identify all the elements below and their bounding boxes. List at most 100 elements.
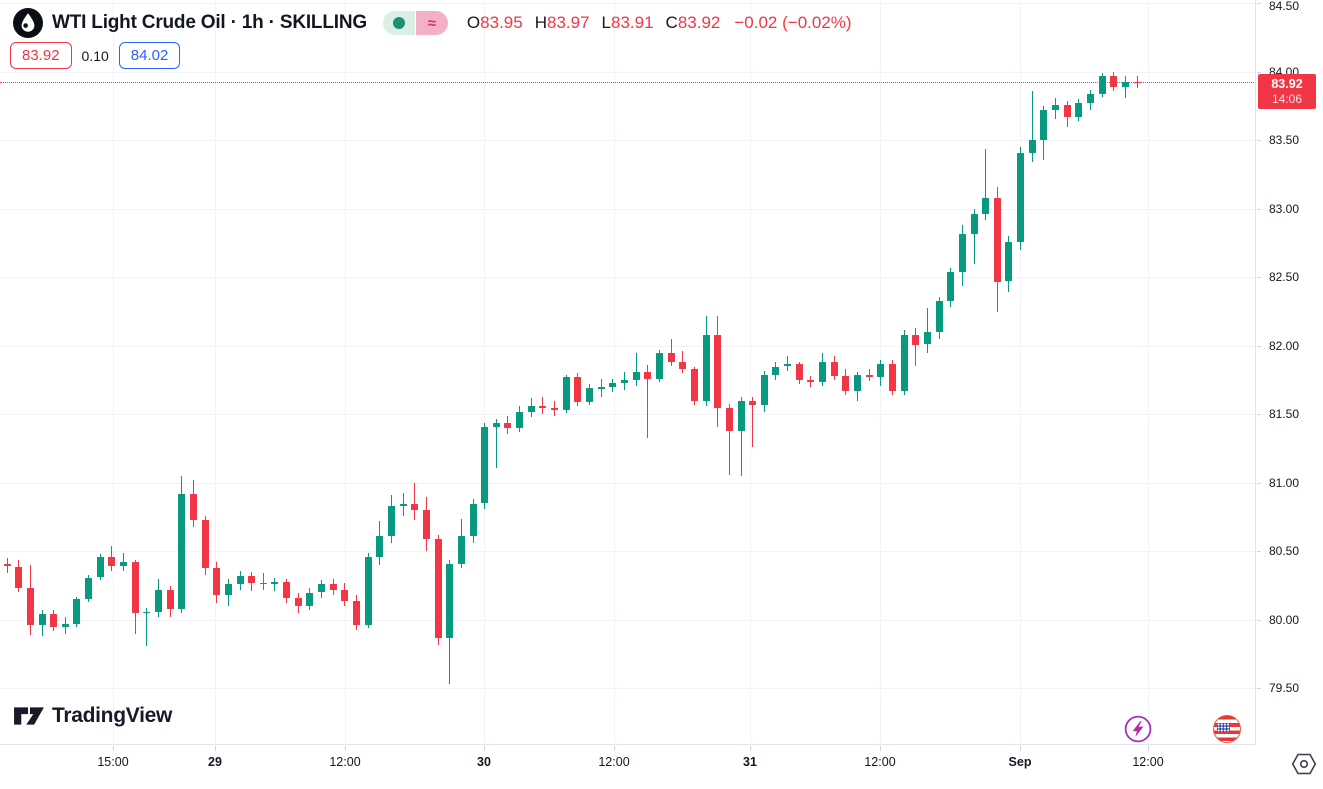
candle-body — [958, 233, 966, 272]
delayed-data-pill[interactable]: ≈ — [415, 11, 448, 35]
time-axis-label: 31 — [743, 755, 757, 769]
price-axis-label: 83.50 — [1269, 133, 1300, 148]
price-axis-label: 84.50 — [1269, 0, 1300, 13]
candle-body — [492, 422, 500, 427]
candle-wick — [752, 396, 754, 448]
time-axis-tick — [614, 746, 615, 751]
approx-icon: ≈ — [427, 14, 437, 32]
price-axis-tick — [1257, 345, 1261, 347]
candle-wick — [926, 307, 928, 353]
candle-body — [143, 611, 151, 614]
time-axis[interactable]: 15:00 29 12:00 30 12:00 31 12:00 Sep 12:00 — [0, 746, 1323, 789]
candle-body — [586, 388, 593, 403]
candle-body — [923, 332, 931, 345]
candle-body — [189, 493, 197, 520]
chart-plot-area[interactable] — [0, 0, 1256, 745]
instant-trading-bolt-icon[interactable] — [1124, 715, 1152, 743]
time-axis-label: 29 — [208, 755, 222, 769]
time-axis-label: Sep — [1008, 755, 1032, 769]
candle-body — [714, 335, 722, 408]
ohlc-low: L83.91 — [601, 13, 654, 32]
candle-wick — [262, 573, 264, 590]
candle-body — [772, 366, 780, 375]
price-change: −0.02 (−0.02%) — [734, 13, 852, 32]
candle-body — [329, 584, 337, 590]
h-gridline — [0, 140, 1255, 142]
price-axis[interactable]: 83.92 14:06 84.50 84.00 83.50 83.00 82.50 82.… — [1257, 0, 1323, 745]
candle-body — [1017, 152, 1025, 242]
us-flag-icon[interactable] — [1213, 715, 1241, 743]
time-axis-label: 12:00 — [598, 755, 630, 769]
v-gridline — [113, 0, 114, 744]
v-gridline — [215, 0, 216, 744]
price-axis-label: 83.00 — [1269, 201, 1300, 216]
price-axis-tick — [1257, 140, 1261, 142]
v-gridline — [1020, 0, 1021, 744]
candle-body — [644, 372, 652, 379]
candle-body — [399, 503, 407, 507]
candle-body — [947, 271, 955, 301]
candle-body — [690, 369, 698, 401]
candle-body — [15, 566, 23, 589]
candle-body — [306, 592, 314, 607]
time-axis-tick — [750, 746, 751, 751]
candle-body — [1075, 103, 1083, 118]
time-axis-tick — [113, 746, 114, 751]
last-price-value: 83.92 — [1271, 76, 1303, 91]
candle-body — [341, 589, 349, 601]
candle-body — [38, 614, 46, 626]
price-axis-label: 81.50 — [1269, 407, 1300, 422]
axis-settings-hexagon-icon[interactable] — [1291, 752, 1317, 776]
candle-body — [469, 503, 477, 537]
tradingview-attribution[interactable]: TradingView — [14, 703, 172, 729]
candle-body — [236, 576, 244, 585]
candle-body — [1028, 140, 1036, 153]
candle-wick — [1031, 91, 1033, 163]
candle-wick — [414, 482, 416, 520]
candle-body — [807, 380, 815, 382]
candle-body — [131, 562, 139, 614]
time-axis-label: 15:00 — [97, 755, 129, 769]
candle-wick — [728, 403, 730, 475]
buy-price-button[interactable]: 84.02 — [118, 42, 181, 69]
candle-body — [830, 362, 838, 377]
candle-body — [574, 377, 582, 403]
candle-body — [982, 198, 990, 215]
candle-body — [609, 382, 617, 387]
v-gridline — [345, 0, 346, 744]
price-axis-tick — [1257, 3, 1261, 5]
time-axis-tick — [345, 746, 346, 751]
candle-body — [702, 335, 710, 401]
candle-body — [1040, 110, 1048, 141]
candle-body — [376, 536, 384, 557]
market-status-pills[interactable]: ≈ — [382, 11, 448, 35]
candle-body — [3, 563, 11, 567]
candle-body — [50, 614, 58, 627]
candle-body — [283, 581, 291, 598]
candle-body — [888, 363, 896, 392]
candle-body — [26, 588, 34, 626]
h-gridline — [0, 277, 1255, 279]
price-axis-label: 81.00 — [1269, 475, 1300, 490]
candle-body — [481, 426, 489, 504]
candle-body — [1087, 93, 1094, 104]
symbol-title[interactable]: WTI Light Crude Oil · 1h · SKILLING — [52, 12, 367, 33]
price-axis-label: 82.50 — [1269, 270, 1300, 285]
candle-body — [411, 503, 419, 511]
candle-body — [842, 376, 850, 392]
time-axis-tick — [215, 746, 216, 751]
candle-body — [993, 198, 1001, 282]
h-gridline — [0, 345, 1255, 347]
candle-body — [387, 506, 395, 537]
candle-wick — [915, 328, 917, 367]
time-axis-label: 30 — [477, 755, 491, 769]
h-gridline — [0, 414, 1255, 416]
chart-header: WTI Light Crude Oil · 1h · SKILLING ≈ O8… — [13, 8, 852, 38]
candle-body — [294, 598, 302, 607]
market-open-pill[interactable] — [382, 11, 415, 35]
candle-body — [504, 422, 512, 429]
sell-price-button[interactable]: 83.92 — [10, 42, 72, 69]
candle-body — [85, 577, 92, 600]
candle-body — [108, 556, 116, 567]
